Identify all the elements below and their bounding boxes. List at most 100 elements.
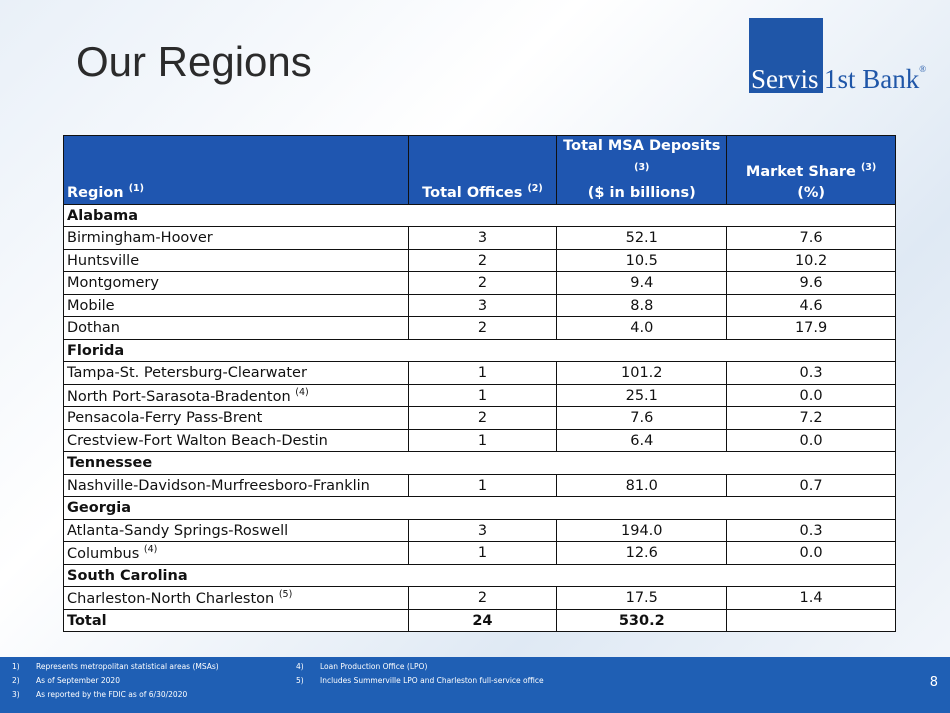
deposits-cell: 6.4 — [556, 428, 728, 453]
deposits-cell: 52.1 — [556, 226, 728, 250]
data-row: Atlanta-Sandy Springs-Roswell 3 194.0 0.3 — [63, 518, 896, 543]
footnote-text: Includes Summerville LPO and Charleston … — [320, 676, 544, 685]
share-cell: 10.2 — [726, 248, 896, 273]
footnote-marker: 4) — [296, 662, 304, 671]
offices-cell: 3 — [407, 518, 558, 543]
group-name: South Carolina — [63, 563, 896, 588]
region-cell: Crestview-Fort Walton Beach-Destin — [63, 428, 409, 453]
header-line: Total Offices (2) — [422, 183, 543, 201]
header-label: Total MSA Deposits — [563, 138, 721, 154]
region-name: Charleston-North Charleston — [67, 590, 275, 607]
region-cell: Total — [63, 608, 409, 633]
page-number: 8 — [929, 675, 938, 690]
offices-cell: 3 — [407, 293, 558, 318]
header-label: Total Offices — [422, 184, 523, 201]
header-label: Region — [67, 184, 124, 201]
offices-cell: 2 — [407, 316, 558, 340]
group-row: South Carolina — [63, 563, 896, 588]
deposits-cell: 25.1 — [556, 383, 728, 408]
logo-right: 1st Bank® — [824, 64, 926, 95]
share-cell: 0.7 — [726, 473, 896, 498]
group-name: Alabama — [63, 203, 896, 228]
header-note: (1) — [128, 183, 144, 194]
group-row: Tennessee — [63, 451, 896, 475]
group-row: Georgia — [63, 496, 896, 520]
slide-title: Our Regions — [76, 38, 312, 85]
offices-cell: 1 — [407, 473, 558, 498]
deposits-cell: 4.0 — [556, 316, 728, 340]
offices-cell: 1 — [407, 383, 558, 408]
data-row: North Port-Sarasota-Bradenton (4) 1 25.1 0.… — [63, 383, 896, 408]
footnote-text: Represents metropolitan statistical area… — [36, 662, 219, 671]
region-name: Nashville-Davidson-Murfreesboro-Franklin — [67, 477, 370, 494]
region-cell: Nashville-Davidson-Murfreesboro-Franklin — [63, 473, 409, 498]
group-row: Alabama — [63, 203, 896, 228]
region-name: Total — [67, 612, 107, 629]
logo-box — [749, 18, 823, 93]
data-row: Montgomery 2 9.4 9.6 — [63, 271, 896, 295]
group-name: Tennessee — [63, 451, 896, 475]
column-header: Market Share (3) (%) — [726, 135, 896, 205]
deposits-cell: 7.6 — [556, 406, 728, 430]
region-name: Crestview-Fort Walton Beach-Destin — [67, 432, 328, 449]
header-row: Region (1) Total Offices (2) Total MSA Dep… — [63, 135, 896, 205]
column-header: Total Offices (2) — [407, 135, 558, 205]
offices-cell: 2 — [407, 271, 558, 295]
data-row: Tampa-St. Petersburg-Clearwater 1 101.2 0.3 — [63, 361, 896, 385]
regions-table: Region (1) Total Offices (2) Total MSA Dep… — [63, 135, 896, 633]
footnote-marker: 5) — [296, 676, 304, 685]
deposits-cell: 101.2 — [556, 361, 728, 385]
region-name: Dothan — [67, 320, 120, 337]
region-cell: Atlanta-Sandy Springs-Roswell — [63, 518, 409, 543]
header-line: Market Share (3) — [746, 162, 877, 180]
share-cell: 0.0 — [726, 383, 896, 408]
deposits-cell: 9.4 — [556, 271, 728, 295]
data-row: Birmingham-Hoover 3 52.1 7.6 — [63, 226, 896, 250]
region-name: Birmingham-Hoover — [67, 230, 213, 247]
header-sublabel: (%) — [797, 184, 825, 201]
offices-cell: 1 — [407, 541, 558, 565]
deposits-cell: 81.0 — [556, 473, 728, 498]
data-row: Columbus (4) 1 12.6 0.0 — [63, 541, 896, 565]
footnote-text: Loan Production Office (LPO) — [320, 662, 428, 671]
share-cell: 9.6 — [726, 271, 896, 295]
region-cell: Charleston-North Charleston (5) — [63, 586, 409, 610]
share-cell: 7.2 — [726, 406, 896, 430]
share-cell: 7.6 — [726, 226, 896, 250]
data-row: Crestview-Fort Walton Beach-Destin 1 6.4 0.… — [63, 428, 896, 453]
share-cell: 1.4 — [726, 586, 896, 610]
data-row: Nashville-Davidson-Murfreesboro-Franklin… — [63, 473, 896, 498]
header-line: Region (1) — [67, 183, 144, 201]
share-cell: 17.9 — [726, 316, 896, 340]
region-cell: Huntsville — [63, 248, 409, 273]
footnote-text: As of September 2020 — [36, 676, 120, 685]
header-note: (3) — [860, 162, 877, 173]
region-name: North Port-Sarasota-Bradenton — [67, 388, 291, 405]
footnote-marker: 3) — [12, 690, 20, 699]
region-cell: Columbus (4) — [63, 541, 409, 565]
data-row: Dothan 2 4.0 17.9 — [63, 316, 896, 340]
offices-cell: 2 — [407, 406, 558, 430]
region-cell: Dothan — [63, 316, 409, 340]
header-sublabel: ($ in billions) — [587, 184, 696, 201]
region-name: Huntsville — [67, 252, 140, 269]
region-name: Tampa-St. Petersburg-Clearwater — [67, 365, 307, 382]
offices-cell: 2 — [407, 248, 558, 273]
offices-cell: 24 — [407, 608, 558, 633]
header-note: (2) — [527, 183, 543, 194]
logo-left: Servis — [751, 64, 819, 94]
logo-mark: ® — [919, 64, 927, 74]
header-note: (3) — [634, 162, 650, 173]
region-name: Mobile — [67, 297, 115, 314]
region-note: (4) — [295, 386, 309, 398]
region-cell: Mobile — [63, 293, 409, 318]
group-name: Florida — [63, 338, 896, 363]
footnote-marker: 2) — [12, 676, 20, 685]
logo-right-text: 1st Bank — [824, 64, 920, 94]
deposits-cell: 194.0 — [556, 518, 728, 543]
deposits-cell: 530.2 — [556, 608, 728, 633]
region-cell: Pensacola-Ferry Pass-Brent — [63, 406, 409, 430]
offices-cell: 1 — [407, 428, 558, 453]
region-name: Columbus — [67, 545, 140, 562]
